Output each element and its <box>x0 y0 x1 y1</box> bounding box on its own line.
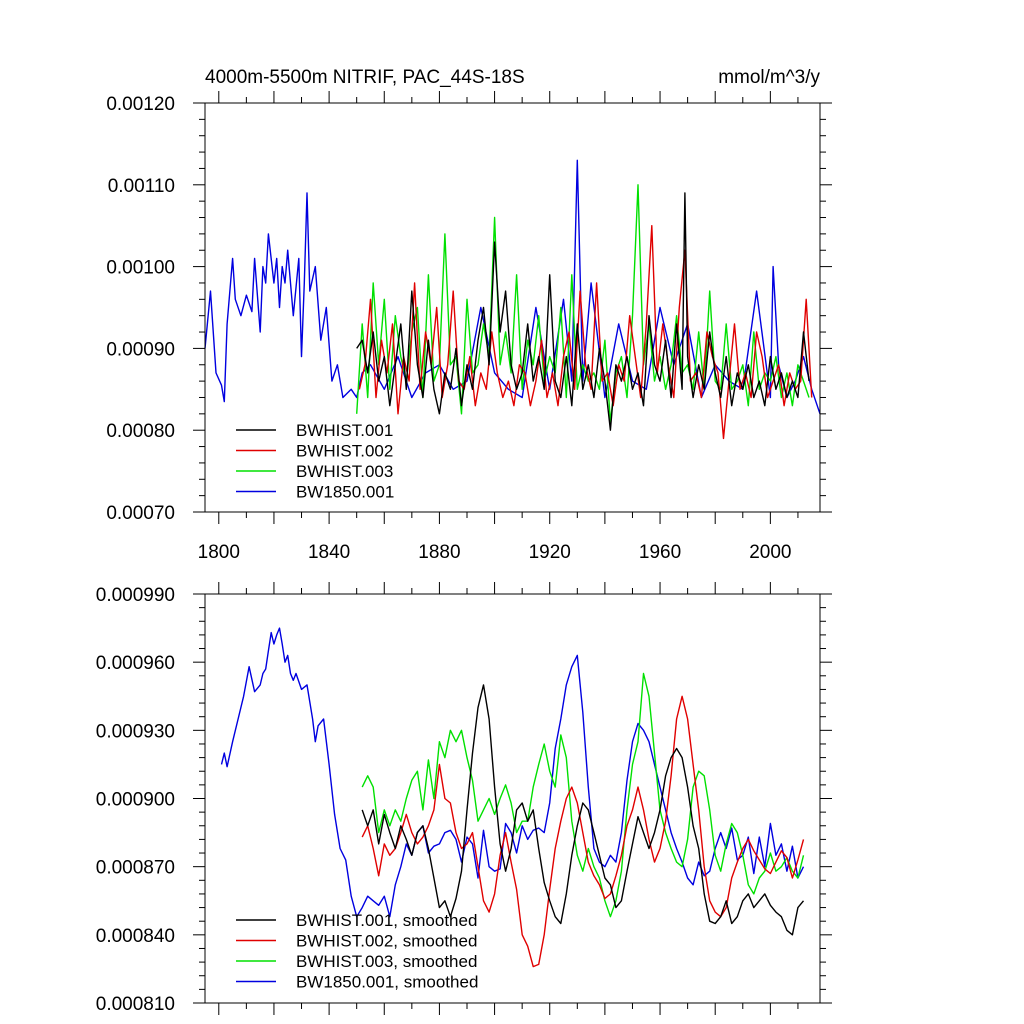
bottom-legend-label: BWHIST.002, smoothed <box>296 932 477 951</box>
top-xtick-label: 1800 <box>198 542 240 563</box>
bottom-chart-series <box>220 627 805 968</box>
bottom-ytick-label: 0.000930 <box>96 721 175 742</box>
top-series-bwhist-003 <box>356 184 810 423</box>
top-xtick-label: 1960 <box>639 542 681 563</box>
bottom-series-bwhist-002-smoothed <box>361 695 805 968</box>
bottom-series-bwhist-001-smoothed <box>361 684 805 936</box>
top-legend-label: BWHIST.003 <box>296 462 393 481</box>
bottom-legend-label: BWHIST.003, smoothed <box>296 952 477 971</box>
bottom-ytick-label: 0.000870 <box>96 858 175 879</box>
top-xtick-label: 1840 <box>308 542 350 563</box>
bottom-chart-legend: BWHIST.001, smoothed BWHIST.002, smoothed… <box>236 911 478 992</box>
bottom-series-bw1850-001-smoothed <box>220 627 805 918</box>
bottom-series-bwhist-003-smoothed <box>361 672 805 918</box>
top-chart-title: 4000m-5500m NITRIF, PAC_44S-18S <box>205 67 525 88</box>
top-series-bwhist-001 <box>356 192 810 431</box>
top-ytick-label: 0.00090 <box>106 339 175 360</box>
bottom-legend-label: BW1850.001, smoothed <box>296 973 478 992</box>
bottom-ytick-label: 0.000900 <box>96 790 175 811</box>
top-legend-label: BWHIST.001 <box>296 421 393 440</box>
bottom-chart-panel: 0.000810 0.000840 0.000870 0.000900 0.000930… <box>96 582 832 1015</box>
top-xtick-label: 1880 <box>418 542 460 563</box>
bottom-ytick-label: 0.000960 <box>96 653 175 674</box>
top-ytick-label: 0.00070 <box>106 503 175 524</box>
bottom-legend-label: BWHIST.001, smoothed <box>296 911 477 930</box>
top-ytick-label: 0.00100 <box>106 258 175 279</box>
top-chart-series <box>204 159 821 440</box>
top-series-bwhist-002 <box>358 224 813 440</box>
top-legend-label: BWHIST.002 <box>296 442 393 461</box>
bottom-chart-frame <box>204 593 821 1004</box>
top-chart-panel: 4000m-5500m NITRIF, PAC_44S-18S mmol/m^3… <box>106 67 832 563</box>
top-chart-ticks: 0.00070 0.00080 0.00090 0.00100 0.00110 0.001… <box>106 91 832 563</box>
top-ytick-label: 0.00120 <box>106 94 175 115</box>
top-legend-label: BW1850.001 <box>296 483 394 502</box>
top-chart-units: mmol/m^3/y <box>718 67 820 88</box>
top-chart-frame <box>204 102 821 513</box>
top-ytick-label: 0.00080 <box>106 421 175 442</box>
top-ytick-label: 0.00110 <box>108 176 175 197</box>
bottom-ytick-label: 0.000990 <box>96 585 175 606</box>
top-xtick-label: 2000 <box>749 542 791 563</box>
top-xtick-label: 1920 <box>529 542 571 563</box>
bottom-ytick-label: 0.000840 <box>96 926 175 947</box>
bottom-chart-ticks: 0.000810 0.000840 0.000870 0.000900 0.000930… <box>96 582 832 1015</box>
bottom-ytick-label: 0.000810 <box>96 994 175 1015</box>
